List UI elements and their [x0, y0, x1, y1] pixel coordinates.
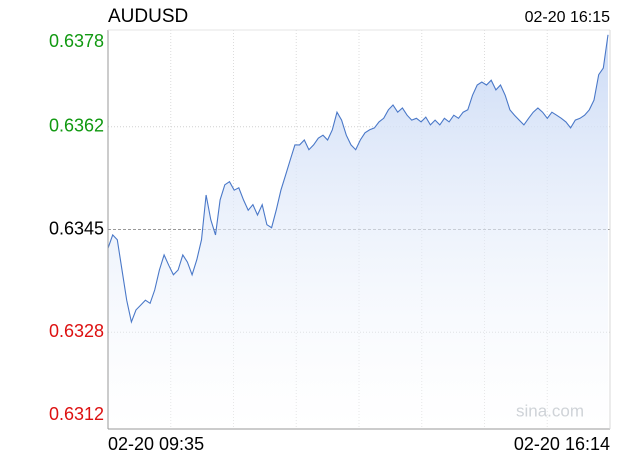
area-fill: [108, 34, 608, 430]
y-tick-label: 0.6328: [49, 321, 104, 341]
price-line: [107, 34, 609, 324]
y-tick-label: 0.6345: [49, 218, 104, 238]
watermark: sina.com: [516, 401, 584, 420]
y-tick-label: 0.6362: [49, 115, 104, 135]
chart-title: AUDUSD: [108, 6, 188, 27]
y-tick-label: 0.6312: [49, 404, 104, 424]
timestamp: 02-20 16:15: [525, 9, 611, 26]
y-tick-label: 0.6378: [49, 31, 104, 51]
x-tick-label: 02-20 16:14: [514, 434, 610, 454]
x-tick-label: 02-20 09:35: [108, 434, 204, 454]
